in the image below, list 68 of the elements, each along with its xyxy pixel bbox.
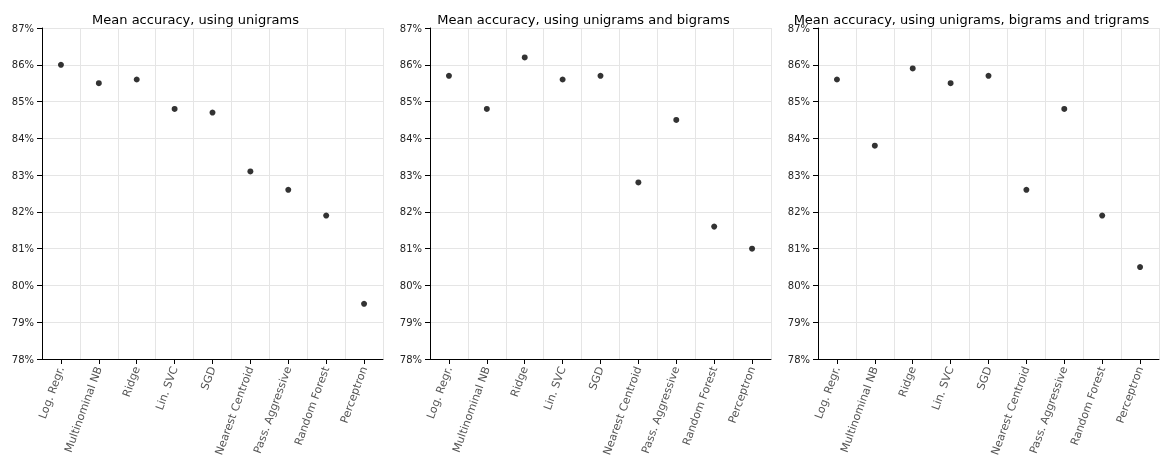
- x-tick-label: Lin. SVC: [929, 364, 957, 412]
- y-tick-label: 80%: [399, 279, 422, 291]
- y-tick-label: 81%: [399, 243, 422, 255]
- y-tick-label: 83%: [787, 169, 810, 181]
- point: [209, 109, 216, 116]
- chart-title: Mean accuracy, using unigrams: [92, 12, 300, 27]
- y-tick-label: 86%: [399, 59, 422, 71]
- x-tick-label: SGD: [974, 364, 995, 392]
- y-tick-label: 80%: [787, 279, 810, 291]
- y-tick-label: 82%: [787, 206, 810, 218]
- y-tick-label: 82%: [399, 206, 422, 218]
- point: [323, 212, 330, 219]
- y-tick-label: 84%: [787, 132, 810, 144]
- point: [57, 61, 64, 68]
- point: [171, 105, 178, 112]
- point: [559, 76, 566, 83]
- y-tick-label: 78%: [787, 353, 810, 365]
- chart-title: Mean accuracy, using unigrams and bigrams: [437, 12, 730, 27]
- point: [711, 223, 718, 230]
- y-tick-label: 87%: [399, 22, 422, 34]
- y-tick-label: 86%: [11, 59, 34, 71]
- y-tick-label: 85%: [11, 96, 34, 108]
- point: [95, 80, 102, 87]
- x-tick-label: SGD: [586, 364, 607, 392]
- y-tick-label: 81%: [11, 243, 34, 255]
- point: [1023, 186, 1030, 193]
- x-tick-label: Ridge: [119, 364, 143, 399]
- x-tick-label: Log. Regr.: [36, 364, 68, 421]
- y-tick-label: 84%: [11, 132, 34, 144]
- point: [871, 142, 878, 149]
- y-tick-label: 80%: [11, 279, 34, 291]
- point: [1061, 105, 1068, 112]
- point: [985, 72, 992, 79]
- point: [1099, 212, 1106, 219]
- point: [247, 168, 254, 175]
- x-tick-label: Lin. SVC: [541, 364, 569, 412]
- point: [749, 245, 756, 252]
- y-tick-label: 82%: [11, 206, 34, 218]
- x-tick-label: Lin. SVC: [153, 364, 181, 412]
- y-tick-label: 84%: [399, 132, 422, 144]
- x-tick-label: Log. Regr.: [812, 364, 844, 421]
- y-tick-label: 78%: [11, 353, 34, 365]
- point: [635, 179, 642, 186]
- x-tick-label: SGD: [198, 364, 219, 392]
- point: [597, 72, 604, 79]
- point: [833, 76, 840, 83]
- y-tick-label: 79%: [11, 316, 34, 328]
- y-tick-label: 83%: [11, 169, 34, 181]
- x-tick-label: Ridge: [895, 364, 919, 399]
- y-tick-label: 81%: [787, 243, 810, 255]
- point: [285, 186, 292, 193]
- x-tick-label: Log. Regr.: [424, 364, 456, 421]
- y-tick-label: 79%: [399, 316, 422, 328]
- point: [521, 54, 528, 61]
- point: [361, 300, 368, 307]
- point: [673, 116, 680, 123]
- point: [947, 80, 954, 87]
- y-tick-label: 85%: [399, 96, 422, 108]
- y-tick-label: 79%: [787, 316, 810, 328]
- y-tick-label: 85%: [787, 96, 810, 108]
- point: [1137, 264, 1144, 271]
- y-tick-label: 83%: [399, 169, 422, 181]
- point: [445, 72, 452, 79]
- point: [483, 105, 490, 112]
- y-tick-label: 87%: [11, 22, 34, 34]
- y-tick-label: 78%: [399, 353, 422, 365]
- y-tick-label: 86%: [787, 59, 810, 71]
- x-tick-label: Ridge: [507, 364, 531, 399]
